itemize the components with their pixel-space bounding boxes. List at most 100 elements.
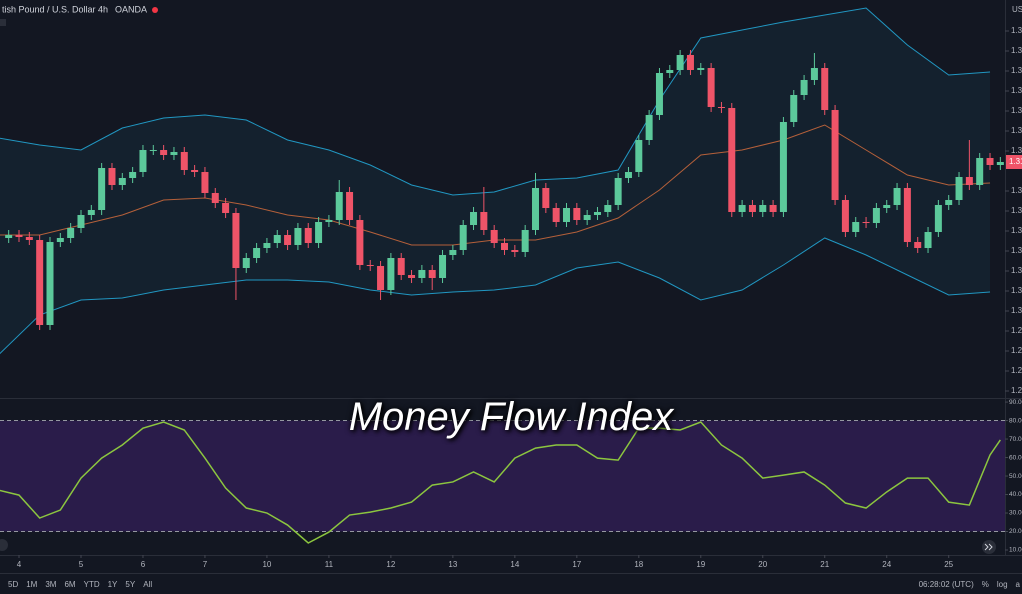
candle-body bbox=[25, 237, 33, 240]
y-tick-label: 70.00 bbox=[1009, 436, 1022, 443]
level-fill bbox=[0, 420, 1005, 532]
y-tick-label: 1.2 bbox=[1011, 386, 1022, 395]
candle-body bbox=[821, 68, 829, 110]
candle-body bbox=[56, 238, 64, 242]
mfi bbox=[0, 420, 1005, 544]
y-tick-label: 30.00 bbox=[1009, 510, 1022, 517]
candle-body bbox=[532, 188, 540, 230]
candle-body bbox=[965, 177, 973, 185]
candle-body bbox=[211, 193, 219, 203]
candle-body bbox=[191, 170, 199, 172]
candle-body bbox=[149, 150, 157, 151]
candle-body bbox=[459, 225, 467, 250]
candle-body bbox=[377, 266, 385, 290]
y-tick-label: 1.29 bbox=[1011, 326, 1022, 335]
candle-body bbox=[738, 205, 746, 212]
symbol: tish Pound / U.S. Dollar bbox=[2, 4, 96, 14]
x-tick-label: 25 bbox=[944, 560, 953, 569]
y-tick-label: 1.32 bbox=[1011, 66, 1022, 75]
candle-body bbox=[439, 255, 447, 278]
candle-body bbox=[490, 230, 498, 243]
candle-body bbox=[335, 192, 343, 220]
y-tick-label: 1.30 bbox=[1011, 246, 1022, 255]
candle-body bbox=[862, 222, 870, 223]
range-button[interactable]: 3M bbox=[45, 579, 57, 589]
x-tick-label: 7 bbox=[203, 560, 208, 569]
candle-body bbox=[315, 222, 323, 243]
candle-body bbox=[562, 208, 570, 222]
candle-body bbox=[170, 152, 178, 155]
candle-body bbox=[46, 242, 54, 325]
candle-body bbox=[98, 168, 106, 210]
band-upper bbox=[0, 7, 991, 196]
y-tick-label: 1.31 bbox=[1011, 126, 1022, 135]
x-tick-label: 13 bbox=[448, 560, 457, 569]
x-tick-label: 5 bbox=[79, 560, 84, 569]
candle-body bbox=[304, 228, 312, 243]
candle-body bbox=[955, 177, 963, 200]
candle-body bbox=[976, 158, 984, 185]
y-tick-label: 1.32 bbox=[1011, 26, 1022, 35]
candle-body bbox=[511, 250, 519, 252]
x-tick-label: 21 bbox=[820, 560, 829, 569]
candle-body bbox=[852, 222, 860, 232]
candle-body bbox=[273, 235, 281, 243]
range-button[interactable]: 1Y bbox=[107, 579, 118, 589]
candle-body bbox=[253, 248, 261, 258]
candle-body bbox=[428, 270, 436, 278]
candle-body bbox=[263, 243, 271, 248]
candle-body bbox=[180, 152, 188, 170]
candle-body bbox=[118, 178, 126, 185]
range-button[interactable]: 5D bbox=[8, 579, 19, 589]
x-tick-label: 24 bbox=[882, 560, 891, 569]
legend-toggle[interactable] bbox=[0, 19, 6, 26]
last-price-label: 1.31 bbox=[1009, 157, 1022, 166]
range-button[interactable]: 6M bbox=[64, 579, 76, 589]
candle-body bbox=[356, 220, 364, 265]
range-button[interactable]: All bbox=[143, 579, 153, 589]
scale-option[interactable]: a bbox=[1015, 579, 1020, 589]
candle-body bbox=[15, 235, 23, 237]
candle-body bbox=[924, 232, 932, 248]
clock: 06:28:02 (UTC) bbox=[918, 579, 974, 589]
candle-body bbox=[242, 258, 250, 268]
x-tick-label: 6 bbox=[141, 560, 146, 569]
scroll-left[interactable] bbox=[0, 539, 8, 551]
status-dot bbox=[152, 7, 158, 13]
y-tick-label: 20.00 bbox=[1009, 528, 1022, 535]
candle-body bbox=[521, 230, 529, 252]
y-tick-label: 1.30 bbox=[1011, 266, 1022, 275]
candle-body bbox=[87, 210, 95, 215]
candle-body bbox=[294, 228, 302, 245]
scale-option[interactable]: log bbox=[996, 579, 1008, 589]
candle-body bbox=[129, 172, 137, 178]
range-button[interactable]: 5Y bbox=[125, 579, 136, 589]
candle-body bbox=[914, 242, 922, 248]
candle-body bbox=[67, 228, 75, 238]
candle-body bbox=[501, 243, 509, 250]
x-tick-label: 14 bbox=[510, 560, 519, 569]
candle-body bbox=[883, 205, 891, 208]
scroll-right[interactable] bbox=[982, 540, 996, 554]
interval: 4h bbox=[98, 4, 108, 14]
candle-body bbox=[769, 205, 777, 212]
candle-body bbox=[934, 205, 942, 232]
y-tick-label: 10.00 bbox=[1009, 547, 1022, 554]
candle-body bbox=[573, 208, 581, 220]
candle-body bbox=[449, 250, 457, 255]
candle-body bbox=[635, 140, 643, 172]
scale-option[interactable]: % bbox=[981, 579, 989, 589]
candles bbox=[5, 50, 1004, 330]
candle-body bbox=[676, 55, 684, 70]
range-button[interactable]: 1M bbox=[26, 579, 38, 589]
candle-body bbox=[666, 70, 674, 73]
candle-body bbox=[686, 55, 694, 70]
candle-body bbox=[717, 107, 725, 108]
candle-body bbox=[397, 258, 405, 275]
range-button[interactable]: YTD bbox=[83, 579, 100, 589]
candle-body bbox=[645, 115, 653, 140]
candle-body bbox=[222, 203, 230, 213]
candle-body bbox=[779, 122, 787, 212]
y-tick-label: 1.31 bbox=[1011, 186, 1022, 195]
